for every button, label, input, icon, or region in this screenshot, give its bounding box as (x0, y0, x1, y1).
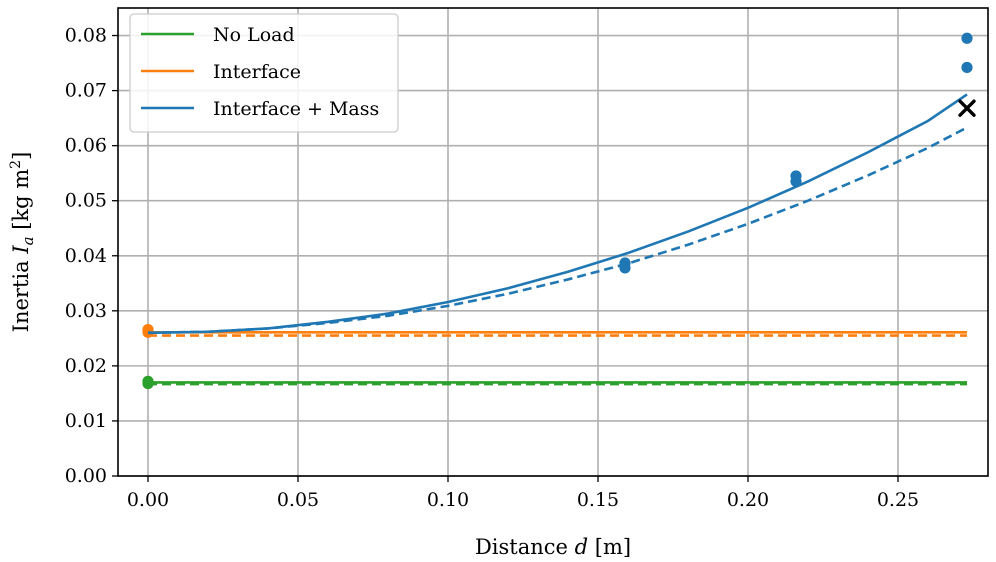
x-tick-label: 0.10 (427, 489, 469, 511)
y-tick-label: 0.00 (65, 465, 107, 487)
x-tick-label: 0.05 (277, 489, 319, 511)
series-interface-mass-fit-solid (147, 93, 968, 335)
data-point-interface-mass (790, 175, 802, 188)
y-axis-label: Inertia Ia [kg m2] (8, 152, 37, 333)
x-tick-label: 0.20 (727, 489, 769, 511)
x-tick-label: 0.25 (877, 489, 919, 511)
x-marker-stroke-2 (958, 99, 976, 117)
data-point-interface-mass (961, 61, 973, 74)
grid-lines (118, 8, 988, 477)
plot-frame (117, 7, 989, 477)
series-layer (142, 32, 973, 390)
x-marker (958, 99, 976, 117)
y-tick-label: 0.03 (65, 300, 107, 322)
y-tick-label: 0.01 (65, 410, 107, 432)
x-tick-label: 0.00 (127, 489, 169, 511)
x-axis-ticks: 0.00 0.05 0.10 0.15 0.20 0.25 (127, 476, 919, 511)
y-tick-label: 0.04 (65, 245, 107, 267)
data-point-no-load (142, 377, 154, 390)
legend: No Load Interface Interface + Mass (129, 13, 399, 133)
series-interface-mass-fit-dashed (147, 126, 968, 335)
y-tick-label: 0.06 (65, 135, 107, 157)
legend-label-interface-mass: Interface + Mass (213, 98, 379, 120)
markers-layer (958, 99, 976, 117)
y-tick-label: 0.02 (65, 355, 107, 377)
y-tick-label: 0.07 (65, 80, 107, 102)
legend-label-no-load: No Load (213, 24, 295, 46)
x-tick-label: 0.15 (577, 489, 619, 511)
x-axis-label: Distance d [m] (475, 535, 631, 559)
y-tick-label: 0.05 (65, 190, 107, 212)
data-point-interface-mass (619, 262, 631, 274)
legend-box (129, 13, 399, 133)
y-axis-ticks: 0.00 0.01 0.02 0.03 0.04 0.05 0.06 0.07 0.08 (65, 25, 118, 487)
y-tick-label: 0.08 (65, 25, 107, 47)
legend-label-interface: Interface (213, 61, 301, 83)
data-point-interface-mass (961, 32, 973, 44)
